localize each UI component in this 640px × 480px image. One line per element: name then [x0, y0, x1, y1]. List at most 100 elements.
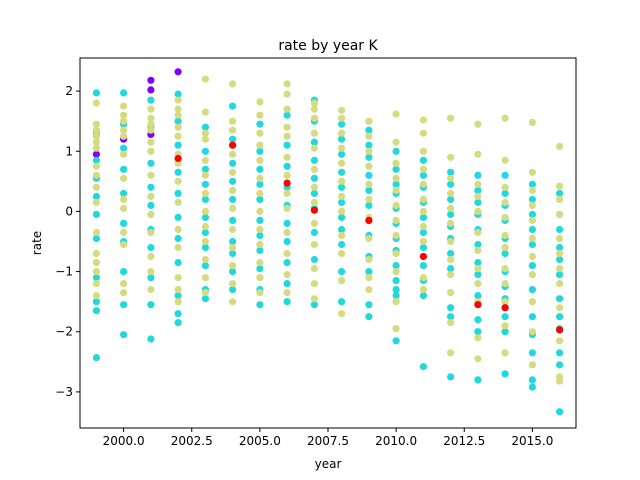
data-point-khaki	[447, 189, 455, 197]
data-point-khaki	[147, 105, 155, 113]
data-point-khaki	[92, 280, 100, 288]
data-point-khaki	[147, 286, 155, 294]
data-point-khaki	[474, 180, 482, 188]
data-point-cyan	[528, 286, 537, 294]
data-point-khaki	[501, 298, 509, 306]
data-point-khaki	[120, 195, 128, 203]
data-point-khaki	[92, 126, 100, 134]
data-point-cyan	[528, 262, 537, 270]
data-point-cyan	[229, 102, 237, 110]
data-point-khaki	[392, 110, 400, 118]
data-point-cyan	[447, 195, 455, 203]
data-point-khaki	[338, 106, 346, 114]
data-point-cyan	[556, 243, 564, 252]
data-point-cyan	[201, 295, 209, 303]
data-point-cyan	[120, 144, 128, 152]
data-point-cyan	[283, 111, 291, 119]
data-point-khaki	[365, 180, 373, 188]
data-point-khaki	[174, 132, 182, 140]
data-point-khaki	[229, 126, 237, 134]
data-point-khaki	[528, 201, 537, 209]
data-point-khaki	[474, 280, 482, 288]
data-point-cyan	[474, 198, 482, 206]
data-point-khaki	[392, 174, 400, 182]
data-point-cyan	[474, 376, 482, 384]
data-point-khaki	[92, 144, 100, 152]
data-point-khaki	[338, 192, 346, 200]
data-point-khaki	[474, 246, 482, 255]
data-point-cyan	[365, 301, 373, 309]
data-point-cyan	[474, 328, 482, 336]
data-point-cyan	[310, 138, 318, 146]
data-point-cyan	[474, 186, 482, 194]
data-point-khaki	[147, 228, 155, 237]
data-point-khaki	[365, 286, 373, 294]
data-point-khaki	[201, 222, 209, 231]
data-point-khaki	[556, 210, 564, 218]
data-point-khaki	[501, 243, 509, 252]
data-point-khaki	[501, 280, 509, 288]
data-point-cyan	[174, 292, 182, 300]
data-point-cyan	[419, 292, 427, 300]
data-point-khaki	[120, 240, 128, 249]
data-point-cyan	[310, 228, 318, 237]
data-point-cyan	[556, 361, 564, 369]
data-point-khaki	[120, 126, 128, 134]
data-point-khaki	[310, 144, 318, 152]
data-point-khaki	[474, 355, 482, 363]
data-point-cyan	[338, 268, 346, 276]
data-point-cyan	[474, 171, 482, 179]
data-point-khaki	[528, 168, 537, 176]
data-point-khaki	[474, 265, 482, 273]
data-point-cyan	[556, 408, 564, 416]
data-point-khaki	[501, 213, 509, 221]
data-point-cyan	[229, 286, 237, 294]
data-point-khaki	[310, 114, 318, 122]
data-point-cyan	[229, 268, 237, 276]
data-point-cyan	[447, 304, 455, 312]
data-point-cyan	[392, 277, 400, 285]
data-point-khaki	[229, 186, 237, 194]
data-point-khaki	[501, 198, 509, 206]
data-point-cyan	[256, 231, 264, 240]
data-point-cyan	[419, 262, 427, 270]
data-point-cyan	[501, 313, 509, 321]
data-point-khaki	[256, 225, 264, 234]
data-point-khaki	[147, 252, 155, 261]
data-point-khaki	[528, 186, 537, 194]
data-point-khaki	[256, 141, 264, 149]
data-point-khaki	[338, 159, 346, 167]
data-point-khaki	[283, 271, 291, 279]
data-point-khaki	[310, 198, 318, 206]
data-point-cyan	[365, 171, 373, 179]
data-point-cyan	[338, 135, 346, 143]
data-point-cyan	[229, 237, 237, 246]
data-point-cyan	[447, 373, 455, 381]
data-point-khaki	[147, 138, 155, 146]
data-point-khaki	[419, 195, 427, 203]
data-point-cyan	[201, 180, 209, 188]
data-point-khaki	[120, 204, 128, 212]
data-point-cyan	[229, 216, 237, 224]
data-point-cyan	[365, 186, 373, 194]
x-tick-label: 2000.0	[103, 434, 145, 448]
data-point-cyan	[419, 363, 427, 371]
data-point-khaki	[201, 129, 209, 137]
data-point-khaki	[174, 96, 182, 104]
data-point-cyan	[392, 262, 400, 270]
data-point-khaki	[392, 268, 400, 276]
data-point-cyan	[92, 274, 100, 282]
data-point-cyan	[256, 165, 264, 173]
data-point-khaki	[474, 120, 482, 128]
data-point-cyan	[528, 240, 537, 249]
data-point-khaki	[120, 132, 128, 140]
data-point-khaki	[201, 135, 209, 143]
data-point-khaki	[419, 237, 427, 246]
data-point-khaki	[419, 165, 427, 173]
data-point-khaki	[419, 180, 427, 188]
y-tick-label: 1	[65, 144, 73, 158]
data-point-khaki	[419, 129, 427, 137]
data-point-khaki	[283, 289, 291, 297]
data-point-khaki	[365, 195, 373, 203]
data-point-cyan	[92, 192, 100, 200]
